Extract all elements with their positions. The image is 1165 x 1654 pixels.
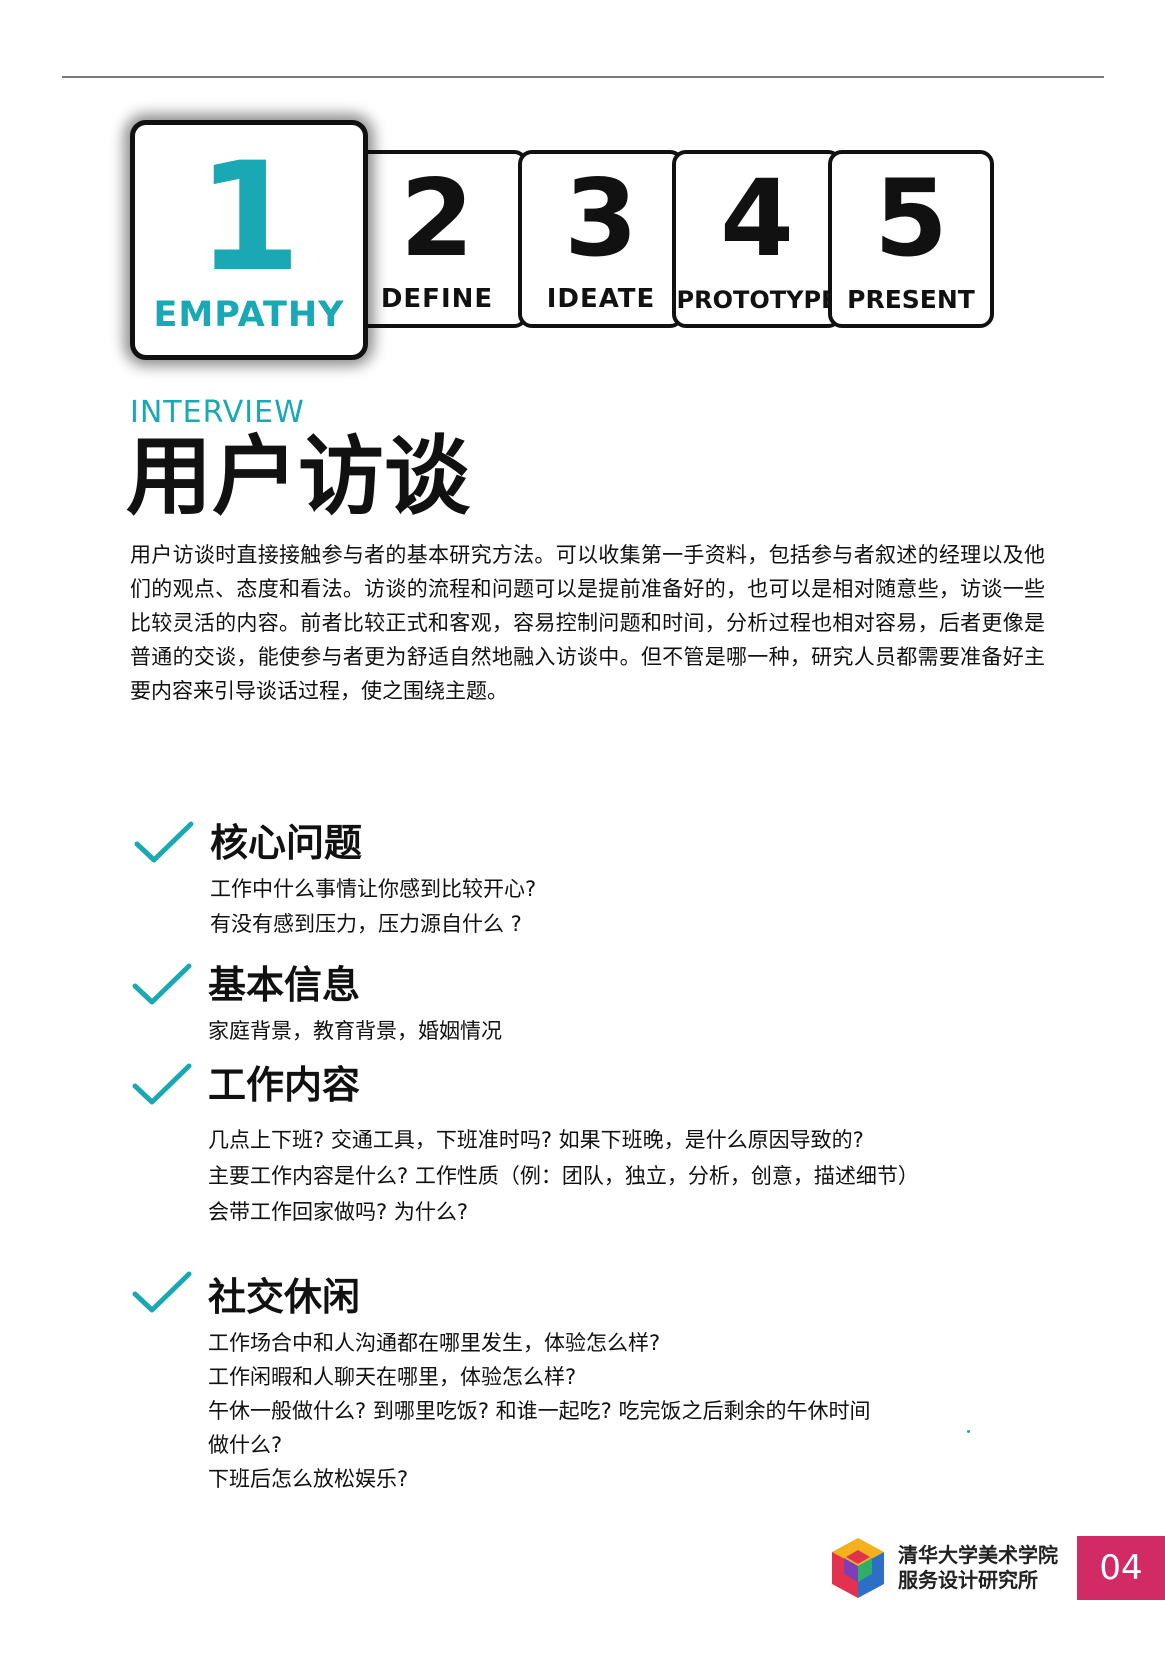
step-label: PROTOTYPE: [676, 286, 838, 314]
step-label: DEFINE: [380, 284, 494, 314]
check-icon: [132, 963, 192, 1005]
check-icon: [134, 821, 194, 863]
step-label: IDEATE: [546, 284, 656, 314]
section-lines-social-leisure: 工作场合中和人沟通都在哪里发生，体验怎么样? 工作闲暇和人聊天在哪里，体验怎么样…: [208, 1326, 870, 1496]
check-icon: [132, 1271, 192, 1313]
decorative-dot: [967, 1430, 970, 1433]
institute-logo-icon: [832, 1538, 884, 1598]
list-item: 主要工作内容是什么? 工作性质（例：团队，独立，分析，创意，描述细节）: [208, 1164, 919, 1188]
list-item: 家庭背景，教育背景，婚姻情况: [208, 1019, 502, 1043]
page-number-badge: 04: [1077, 1536, 1165, 1600]
list-item: 工作闲暇和人聊天在哪里，体验怎么样?: [208, 1365, 577, 1389]
step-label: EMPATHY: [153, 295, 345, 335]
list-item: 下班后怎么放松娱乐?: [208, 1467, 409, 1491]
list-item: 工作场合中和人沟通都在哪里发生，体验怎么样?: [208, 1331, 661, 1355]
list-item: 午休一般做什么? 到哪里吃饭? 和谁一起吃? 吃完饭之后剩余的午休时间: [208, 1399, 871, 1423]
step-number: 2: [400, 157, 474, 280]
list-item: 工作中什么事情让你感到比较开心?: [210, 877, 537, 901]
step-3-ideate: 3 IDEATE: [518, 150, 684, 328]
step-1-empathy: 1 EMPATHY: [130, 120, 368, 360]
step-number: 4: [720, 157, 794, 280]
section-subtitle: INTERVIEW: [130, 395, 305, 430]
intro-paragraph: 用户访谈时直接接触参与者的基本研究方法。可以收集第一手资料，包括参与者叙述的经理…: [130, 543, 1045, 703]
section-lines-work-content: 几点上下班? 交通工具，下班准时吗? 如果下班晚，是什么原因导致的? 主要工作内…: [208, 1122, 919, 1230]
step-number: 5: [874, 157, 948, 280]
step-number: 3: [564, 157, 638, 280]
step-label: PRESENT: [847, 285, 975, 314]
top-rule: [62, 76, 1104, 78]
step-number: 1: [196, 131, 302, 305]
step-5-present: 5 PRESENT: [828, 150, 994, 328]
check-icon: [132, 1063, 192, 1105]
section-title-basic-info: 基本信息: [208, 963, 361, 1007]
section-title-core-questions: 核心问题: [210, 821, 363, 865]
list-item: 几点上下班? 交通工具，下班准时吗? 如果下班晚，是什么原因导致的?: [208, 1128, 864, 1152]
list-item: 做什么?: [208, 1433, 283, 1457]
step-4-prototype: 4 PROTOTYPE: [672, 150, 842, 328]
section-lines-basic-info: 家庭背景，教育背景，婚姻情况: [208, 1014, 502, 1048]
step-2-define: 2 DEFINE: [346, 150, 528, 328]
section-lines-core-questions: 工作中什么事情让你感到比较开心? 有没有感到压力，压力源自什么 ?: [210, 872, 536, 942]
list-item: 会带工作回家做吗? 为什么?: [208, 1200, 468, 1224]
section-title-social-leisure: 社交休闲: [208, 1275, 361, 1319]
page-title: 用户访谈: [126, 427, 470, 527]
section-title-work-content: 工作内容: [208, 1063, 361, 1107]
list-item: 有没有感到压力，压力源自什么 ?: [210, 912, 522, 936]
institute-name-line1: 清华大学美术学院: [898, 1543, 1058, 1567]
institute-name-line2: 服务设计研究所: [898, 1568, 1038, 1592]
institute-name: 清华大学美术学院 服务设计研究所: [898, 1543, 1058, 1593]
